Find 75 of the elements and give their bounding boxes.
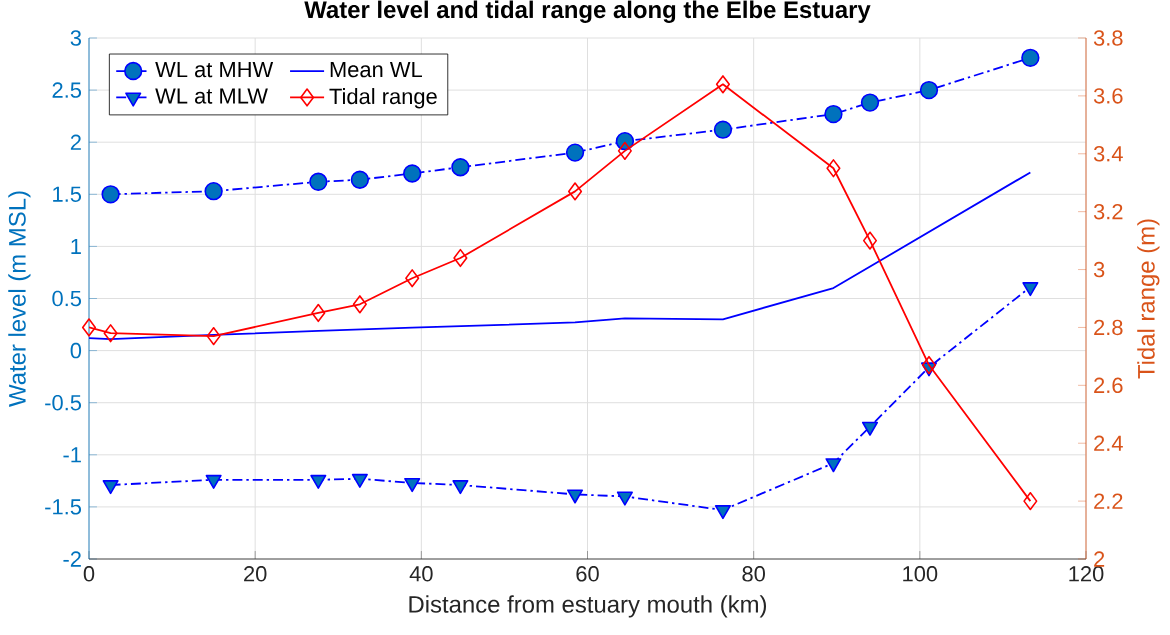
point [713, 120, 733, 139]
x-axis-title: Distance from estuary mouth (km) [409, 595, 767, 618]
y-axis-title: Water level (m MSL) [8, 191, 31, 407]
point [81, 318, 97, 337]
y-tick-label: 3 [70, 30, 81, 46]
point [861, 421, 879, 436]
y-tick-label: 1 [71, 238, 81, 254]
y2-tick-label: 3 [1093, 261, 1105, 278]
point [919, 80, 939, 100]
point [825, 458, 842, 473]
point [826, 159, 841, 178]
legend-label: WL at MLW [155, 88, 268, 104]
point [1023, 491, 1038, 511]
y-tick-label: -2 [63, 551, 81, 567]
point [101, 185, 120, 204]
point [453, 248, 468, 268]
point [567, 489, 584, 504]
point [405, 269, 420, 288]
legend-label: Tidal range [329, 88, 437, 109]
y2-tick-label: 2.8 [1094, 319, 1123, 336]
x-tick-label: 60 [576, 566, 599, 582]
point [309, 172, 328, 191]
point [352, 295, 367, 314]
point [451, 158, 470, 177]
x-tick-label: 0 [83, 566, 95, 582]
point [103, 324, 118, 343]
y-tick-label: 2.5 [52, 82, 82, 98]
legend-label: Mean WL [330, 62, 422, 78]
y-tick-label: -0.5 [45, 394, 82, 411]
point [311, 303, 326, 323]
chart-title: Water level and tidal range along the Elbe Estuary [304, 0, 871, 23]
x-tick-label: 20 [244, 566, 267, 582]
y-tick-label: -1 [63, 447, 81, 463]
point [205, 474, 222, 489]
x-tick-label: 80 [742, 566, 765, 582]
point [310, 474, 327, 489]
point [102, 480, 119, 495]
point [921, 355, 937, 375]
y2-tick-label: 3.4 [1093, 146, 1123, 162]
point [1022, 282, 1039, 297]
y2-axis-title: Tidal range (m) [1137, 219, 1160, 379]
y2-tick-label: 3.2 [1093, 203, 1123, 220]
y-tick-label: -1.5 [45, 499, 82, 515]
y2-tick-label: 2.6 [1094, 377, 1123, 394]
y-tick-label: 0.5 [52, 290, 82, 307]
point [715, 75, 731, 94]
point [565, 143, 585, 162]
y2-tick-label: 3.8 [1093, 30, 1123, 46]
y2-tick-label: 2.4 [1094, 435, 1123, 451]
y2-tick-label: 2.2 [1094, 493, 1123, 509]
point [617, 141, 632, 161]
x-tick-label: 100 [903, 566, 938, 582]
point [860, 93, 880, 112]
point [351, 473, 368, 488]
point [1021, 48, 1040, 67]
point [404, 477, 421, 493]
x-tick-label: 120 [1069, 566, 1104, 582]
x-tick-label: 40 [409, 566, 433, 582]
point [714, 505, 731, 520]
point [824, 104, 843, 124]
y-tick-label: 1.5 [53, 186, 82, 202]
y-tick-label: 0 [70, 342, 82, 359]
point [616, 491, 633, 506]
point [206, 326, 221, 346]
point [567, 182, 583, 201]
y-tick-label: 2 [70, 134, 81, 150]
point [350, 170, 370, 189]
point [452, 480, 469, 495]
point [204, 182, 223, 201]
legend-label: WL at MHW [155, 62, 274, 78]
y2-tick-label: 2 [1094, 551, 1105, 567]
point [403, 164, 422, 183]
line-series [89, 171, 1032, 341]
point [862, 231, 878, 250]
y2-tick-label: 3.6 [1093, 88, 1123, 104]
